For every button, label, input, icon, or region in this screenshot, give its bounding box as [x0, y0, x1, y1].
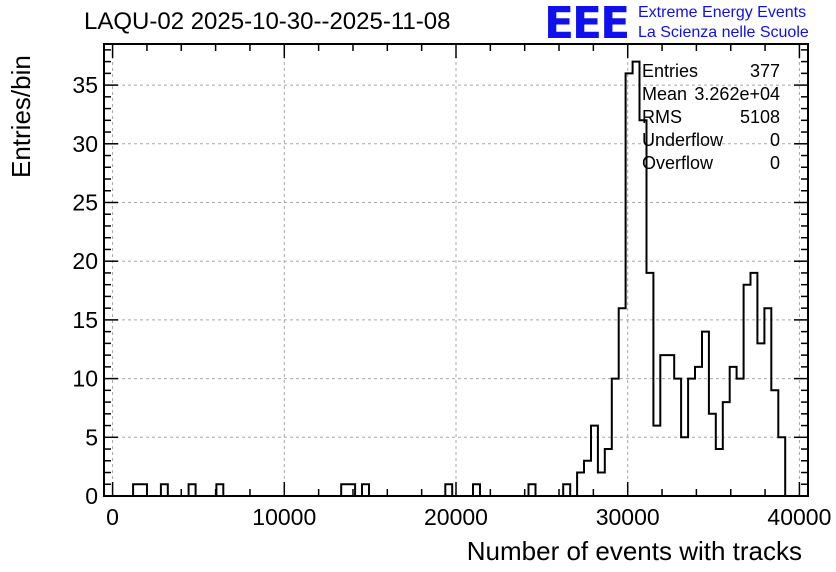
histogram-bin	[133, 484, 140, 496]
stats-value: 0	[769, 153, 780, 173]
histogram-bin	[189, 484, 196, 496]
histogram-bin	[563, 484, 570, 496]
histogram-bin	[605, 449, 612, 496]
stats-label: Underflow	[642, 130, 724, 150]
x-axis-label: Number of events with tracks	[466, 536, 802, 566]
histogram-bin	[757, 343, 764, 496]
histogram-bin	[723, 402, 730, 496]
stats-label: Mean	[642, 84, 688, 104]
x-tick-label: 30000	[596, 504, 660, 530]
histogram-bin	[695, 367, 702, 496]
y-tick-label: 25	[72, 189, 98, 215]
histogram-bin	[473, 484, 480, 496]
y-tick-label: 5	[85, 424, 98, 450]
eee-logo: EEE	[544, 0, 630, 49]
logo-line-1: Extreme Energy Events	[638, 4, 807, 21]
x-tick-label: 20000	[424, 504, 488, 530]
histogram-bin	[640, 120, 647, 496]
histogram-bin	[771, 390, 778, 496]
x-tick-label: 0	[106, 504, 119, 530]
stats-value: 5108	[739, 107, 780, 127]
y-tick-label: 10	[72, 366, 98, 392]
histogram-bin	[702, 332, 709, 496]
stats-value: 3.262e+04	[694, 84, 780, 104]
histogram-bin	[744, 285, 751, 496]
stats-box: Entries 377 Mean 3.262e+04 RMS 5108 Unde…	[642, 60, 780, 175]
histogram-bin	[737, 379, 744, 496]
histogram-bin	[612, 379, 619, 496]
histogram-series	[132, 60, 787, 496]
logo-text: Extreme Energy Events La Scienza nelle S…	[638, 3, 809, 43]
histogram-bin	[778, 437, 785, 496]
stats-row-underflow: Underflow 0	[642, 129, 780, 152]
histogram-bin	[348, 484, 355, 496]
histogram-bin	[341, 484, 348, 496]
stats-label: RMS	[642, 107, 682, 127]
histogram-bin	[751, 273, 758, 496]
histogram-bin	[619, 308, 626, 496]
histogram-bin	[140, 484, 147, 496]
histogram-bin	[716, 449, 723, 496]
histogram-bin	[362, 484, 369, 496]
stats-value: 377	[749, 61, 780, 81]
histogram-bin	[674, 379, 681, 496]
histogram-bin	[667, 355, 674, 496]
histogram-bin	[626, 73, 633, 496]
histogram-bin	[445, 484, 452, 496]
x-tick-label: 40000	[767, 504, 831, 530]
stats-row-overflow: Overflow 0	[642, 152, 780, 175]
histogram-bin	[764, 308, 771, 496]
y-tick-label: 15	[72, 307, 98, 333]
stats-row-mean: Mean 3.262e+04	[642, 83, 780, 106]
histogram-bin	[681, 437, 688, 496]
logo-line-2: La Scienza nelle Scuole	[638, 24, 809, 41]
histogram-bin	[161, 484, 168, 496]
stats-value: 0	[769, 130, 780, 150]
y-tick-label: 0	[85, 483, 98, 509]
histogram-bin	[584, 461, 591, 496]
histogram-bin	[730, 367, 737, 496]
histogram-bin	[688, 379, 695, 496]
histogram-bin	[660, 355, 667, 496]
stats-label: Overflow	[642, 153, 714, 173]
histogram-bin	[598, 473, 605, 496]
y-tick-label: 35	[72, 72, 98, 98]
x-tick-label: 10000	[252, 504, 316, 530]
histogram-bin	[646, 273, 653, 496]
histogram-bin	[591, 426, 598, 496]
stats-row-entries: Entries 377	[642, 60, 780, 83]
stats-label: Entries	[642, 61, 699, 81]
histogram-bin	[633, 62, 640, 496]
chart-title: LAQU-02 2025-10-30--2025-11-08	[84, 8, 451, 35]
histogram-bin	[529, 484, 536, 496]
y-tick-label: 20	[72, 248, 98, 274]
y-tick-label: 30	[72, 131, 98, 157]
histogram-bin	[653, 426, 660, 496]
stats-row-rms: RMS 5108	[642, 106, 780, 129]
histogram-bin	[216, 484, 223, 496]
histogram-bin	[709, 414, 716, 496]
histogram-bin	[577, 473, 584, 496]
